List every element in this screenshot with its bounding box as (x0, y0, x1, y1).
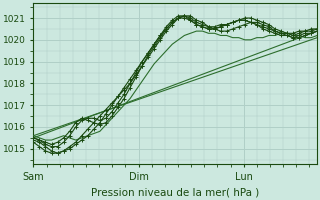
X-axis label: Pression niveau de la mer( hPa ): Pression niveau de la mer( hPa ) (91, 187, 260, 197)
